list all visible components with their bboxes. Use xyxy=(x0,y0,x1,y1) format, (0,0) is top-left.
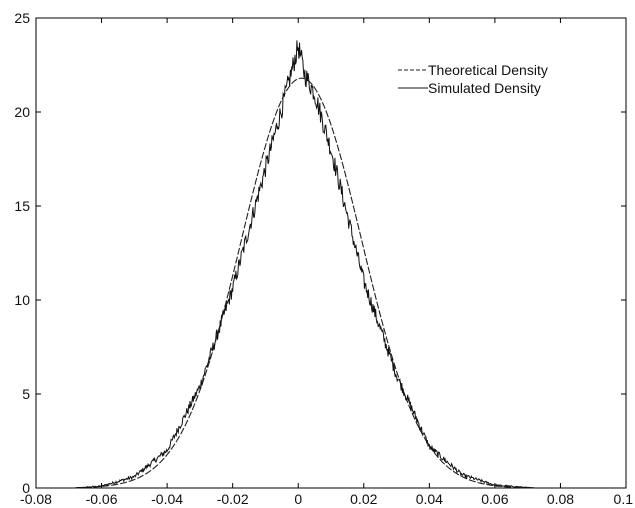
legend-label-theoretical: Theoretical Density xyxy=(428,62,548,78)
series-simulated-density-line xyxy=(75,40,535,489)
plot-frame xyxy=(35,17,627,489)
x-tick-label: 0 xyxy=(294,491,302,507)
y-tick-label: 10 xyxy=(14,292,30,308)
x-axis: -0.08 -0.06 -0.04 -0.02 0 0.02 0.04 0.06 0.08 0.1 xyxy=(20,18,633,507)
x-tick-label: 0.06 xyxy=(481,491,508,507)
x-tick-label: 0.1 xyxy=(614,491,634,507)
y-tick-label: 20 xyxy=(14,104,30,120)
x-tick-label: -0.02 xyxy=(217,491,249,507)
x-tick-label: -0.06 xyxy=(86,491,118,507)
legend-label-simulated: Simulated Density xyxy=(428,80,541,96)
y-axis: 0 5 10 15 20 25 xyxy=(14,10,626,496)
series-theoretical-density-line xyxy=(75,77,535,489)
y-tick-label: 25 xyxy=(14,10,30,26)
x-tick-label: -0.04 xyxy=(151,491,183,507)
y-tick-label: 15 xyxy=(14,198,30,214)
y-tick-label: 5 xyxy=(22,386,30,402)
x-tick-label: -0.08 xyxy=(20,491,52,507)
legend: Theoretical Density Simulated Density xyxy=(398,62,548,96)
x-tick-label: 0.02 xyxy=(350,491,377,507)
x-tick-label: 0.04 xyxy=(416,491,443,507)
series-layer xyxy=(75,40,535,489)
x-tick-label: 0.08 xyxy=(547,491,574,507)
y-tick-label: 0 xyxy=(22,480,30,496)
